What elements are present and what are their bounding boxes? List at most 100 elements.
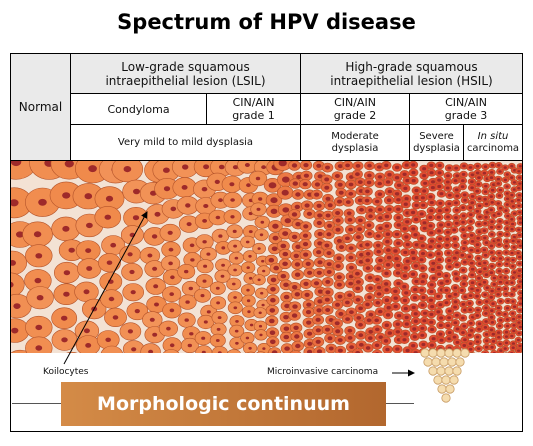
cell-nucleus [368, 286, 373, 290]
cell-nucleus [497, 194, 502, 197]
cell-nucleus [272, 223, 279, 229]
cell-nucleus [367, 163, 372, 168]
cell-nucleus [517, 332, 521, 335]
cell-nucleus [387, 189, 392, 194]
cell-nucleus [419, 212, 424, 216]
cell-nucleus [385, 313, 391, 317]
cell-nucleus [316, 203, 322, 208]
cell-nucleus [110, 242, 117, 248]
cell-nucleus [245, 240, 250, 244]
cell-nucleus [359, 252, 364, 257]
cell-nucleus [220, 274, 225, 278]
cell-nucleus [498, 342, 502, 346]
cell-nucleus [325, 308, 331, 312]
cell-nucleus [497, 251, 501, 255]
cell-nucleus [393, 304, 398, 309]
cell-nucleus [348, 182, 354, 187]
cell-nucleus [358, 322, 363, 327]
cell-nucleus [429, 209, 434, 213]
cell-nucleus [484, 312, 488, 315]
cell-nucleus [518, 221, 522, 224]
cell-nucleus [186, 222, 192, 227]
cell-nucleus [324, 297, 330, 302]
cell-nucleus [429, 283, 434, 287]
cin2-cell: CIN/AIN grade 2 [300, 93, 410, 125]
cell-nucleus [475, 189, 480, 193]
cell-nucleus [491, 302, 495, 306]
cell-nucleus [291, 163, 298, 168]
morphologic-continuum-banner: Morphologic continuum [61, 382, 386, 426]
cell-nucleus [463, 241, 467, 245]
moderate-line2: dysplasia [331, 142, 379, 154]
cell-nucleus [394, 176, 400, 180]
cell-nucleus [336, 238, 342, 243]
cell-nucleus [303, 281, 309, 286]
cell-nucleus [377, 181, 383, 186]
cell-nucleus [387, 172, 392, 177]
cell-nucleus [490, 345, 494, 349]
cell-nucleus [328, 346, 334, 351]
cell-nucleus [221, 246, 226, 250]
cell-nucleus [105, 195, 114, 202]
cell-nucleus [345, 236, 350, 241]
cell-nucleus [517, 349, 521, 352]
cell-nucleus [437, 272, 442, 276]
cell-nucleus [518, 165, 522, 168]
cell-nucleus [510, 251, 514, 255]
cell-nucleus [129, 269, 135, 275]
cell-nucleus [396, 223, 401, 227]
cell-nucleus [483, 267, 487, 271]
cell-nucleus [215, 339, 220, 342]
cell-nucleus [325, 213, 331, 218]
cell-nucleus [511, 276, 515, 279]
cell-nucleus [460, 253, 465, 257]
cell-nucleus [337, 348, 343, 353]
cell-nucleus [498, 257, 503, 260]
cell-nucleus [468, 166, 473, 169]
cell-nucleus [476, 182, 481, 186]
cell-nucleus [422, 319, 427, 323]
cell-nucleus [307, 331, 313, 336]
cell-nucleus [229, 182, 235, 187]
cell-nucleus [355, 286, 361, 291]
cell-nucleus [483, 165, 488, 169]
cell-nucleus [483, 236, 487, 240]
cell-nucleus [497, 336, 501, 339]
carcinoma-cell [428, 366, 438, 376]
cell-nucleus [446, 223, 451, 226]
cell-nucleus [260, 220, 265, 224]
cell-nucleus [411, 210, 416, 215]
cell-nucleus [491, 188, 495, 192]
cell-nucleus [376, 234, 381, 238]
cell-nucleus [484, 345, 489, 349]
cell-nucleus [454, 221, 459, 225]
cell-nucleus [385, 347, 390, 352]
cell-nucleus [420, 303, 425, 307]
severe-line1: Severe [419, 130, 454, 142]
cell-nucleus [431, 276, 436, 280]
cell-nucleus [365, 251, 371, 256]
cell-nucleus [470, 240, 475, 243]
cell-nucleus [63, 291, 70, 297]
cell [490, 350, 499, 353]
cell-nucleus [314, 182, 320, 187]
cell-nucleus [484, 241, 489, 245]
cell-nucleus [131, 347, 137, 352]
normal-header: Normal [10, 53, 71, 161]
cell-nucleus [430, 327, 435, 332]
cell-nucleus [305, 261, 311, 266]
cell-nucleus [446, 251, 451, 255]
cell-nucleus [447, 259, 451, 262]
cell-nucleus [317, 289, 323, 294]
cell-nucleus [269, 330, 276, 335]
cell-nucleus [366, 223, 372, 228]
cell-nucleus [496, 177, 501, 181]
cell-nucleus [246, 266, 250, 269]
cell-nucleus [182, 164, 189, 170]
cell-nucleus [357, 198, 363, 203]
cell-nucleus [414, 203, 419, 207]
cell-nucleus [468, 347, 473, 351]
cell-nucleus [490, 289, 494, 293]
carcinoma-cell [439, 357, 449, 367]
cell-nucleus [202, 240, 207, 244]
